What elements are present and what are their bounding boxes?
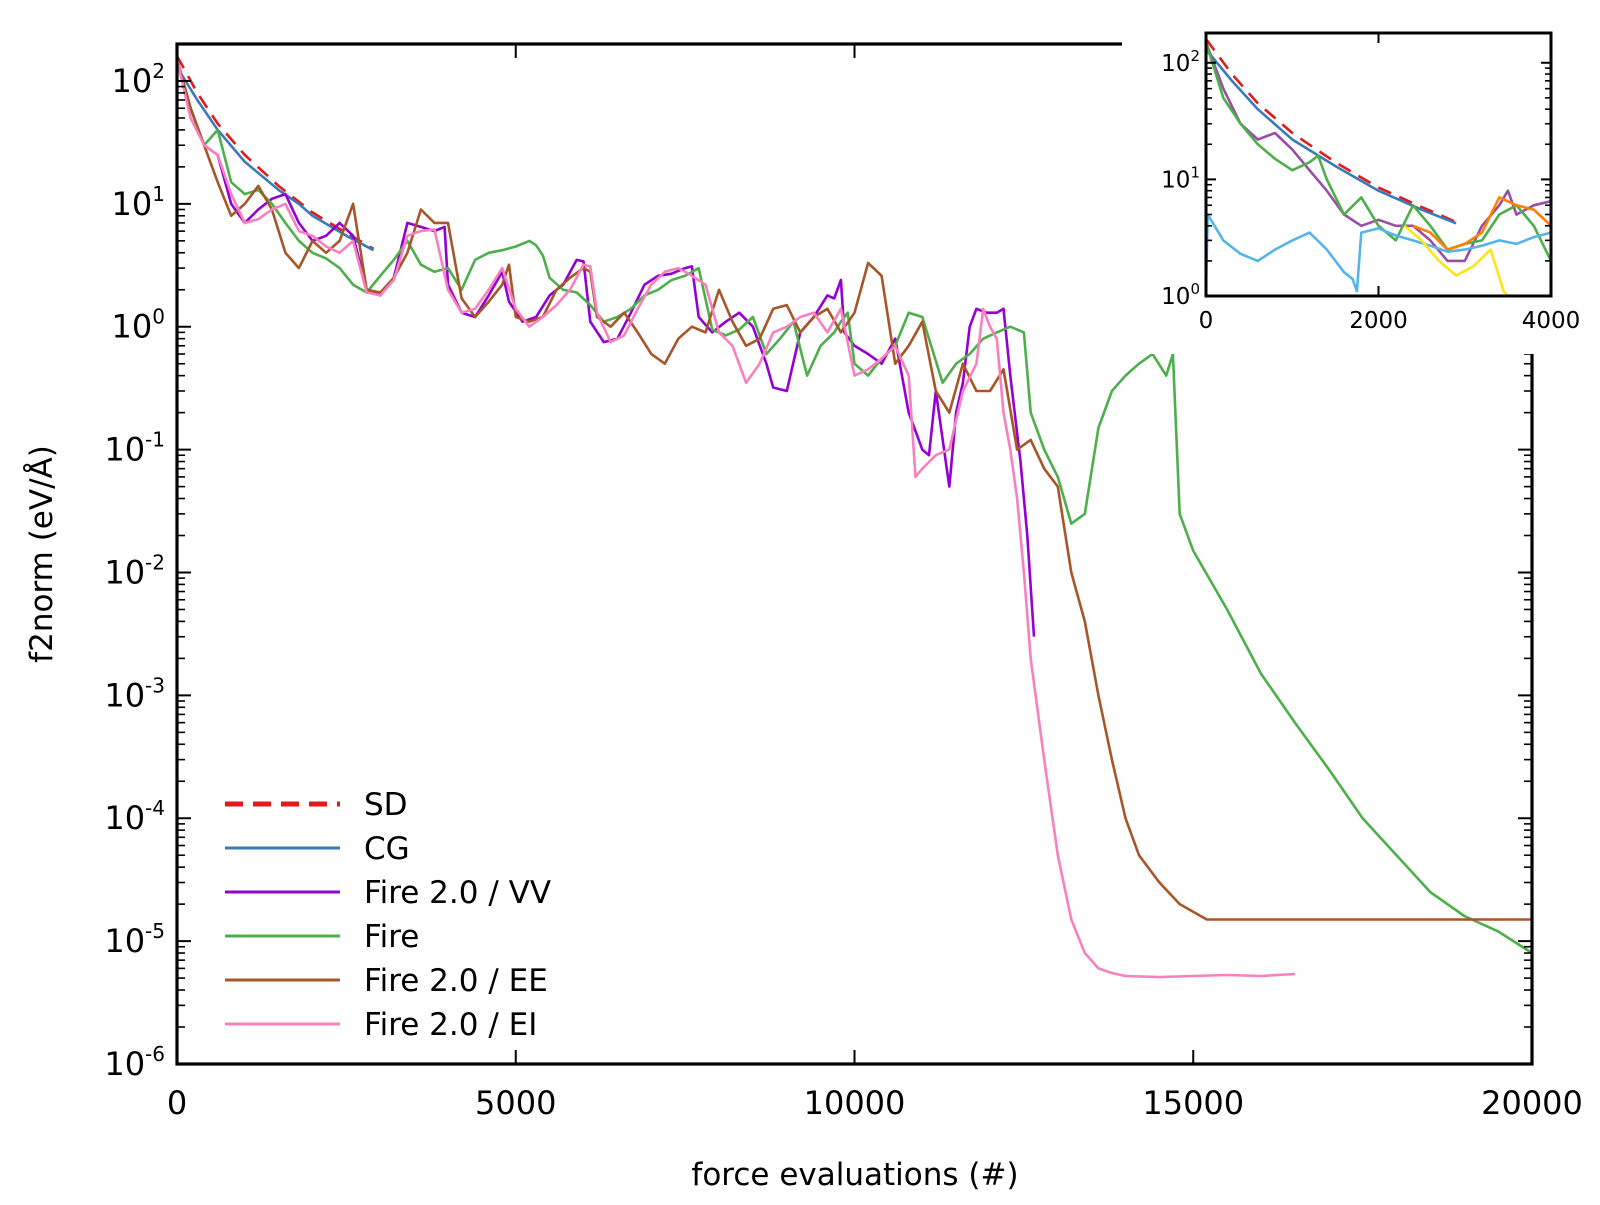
inset-x-tick-label: 4000 <box>1522 308 1581 334</box>
inset-plot-series <box>1204 38 1553 297</box>
legend: SD CG Fire 2.0 / VV Fire Fire 2.0 / EE Fire 2… <box>225 787 551 1043</box>
main-y-tick-label: 10-2 <box>104 550 165 591</box>
legend-label-fire-2-0-ee: Fire 2.0 / EE <box>364 963 548 999</box>
inset-background <box>1122 28 1554 354</box>
inset-x-tick-label: 2000 <box>1349 308 1408 334</box>
main-series-fire-2-0-vv <box>175 59 1036 637</box>
x-axis-label: force evaluations (#) <box>691 1157 1018 1193</box>
main-plot-series <box>175 55 1533 979</box>
main-x-tick-label: 20000 <box>1481 1084 1583 1122</box>
main-y-tick-label: 101 <box>112 182 165 223</box>
main-x-tick-label: 5000 <box>475 1084 556 1122</box>
y-axis-label: f2norm (eV/Å) <box>24 445 60 663</box>
main-x-tick-label: 10000 <box>804 1084 906 1122</box>
main-series-fire-2-0-ee <box>175 59 1532 921</box>
inset-x-tick-label: 0 <box>1199 308 1214 334</box>
main-y-tick-label: 10-6 <box>104 1042 165 1083</box>
main-y-tick-label: 10-5 <box>104 919 165 960</box>
inset-series-yellow <box>1403 224 1509 297</box>
legend-label-cg: CG <box>364 831 410 867</box>
inset-series-sd <box>1204 38 1457 224</box>
main-y-tick-label: 100 <box>112 305 165 346</box>
legend-label-sd: SD <box>364 787 408 823</box>
main-y-tick-label: 102 <box>112 59 165 100</box>
main-x-tick-label: 0 <box>167 1084 187 1122</box>
inset-series-green <box>1204 41 1553 262</box>
legend-label-fire: Fire <box>364 919 419 955</box>
main-y-tick-label: 10-3 <box>104 673 165 714</box>
main-series-sd <box>175 55 375 251</box>
inset-y-tick-label: 102 <box>1161 47 1200 77</box>
inset-y-tick-label: 100 <box>1161 280 1200 310</box>
main-x-tick-label: 15000 <box>1142 1084 1244 1122</box>
main-series-fire-2-0-ei <box>175 59 1295 979</box>
legend-label-fire-2-0-ei: Fire 2.0 / EI <box>364 1007 537 1043</box>
main-y-tick-label: 10-4 <box>104 796 165 837</box>
inset-y-tick-label: 101 <box>1161 163 1200 193</box>
inset-series-orange <box>1412 196 1552 251</box>
main-series-cg <box>175 66 375 252</box>
inset-series-light-blue <box>1204 213 1552 293</box>
main-series-fire <box>175 59 1533 955</box>
legend-label-fire-2-0-vv: Fire 2.0 / VV <box>364 875 551 911</box>
main-y-tick-label: 10-1 <box>104 428 165 469</box>
